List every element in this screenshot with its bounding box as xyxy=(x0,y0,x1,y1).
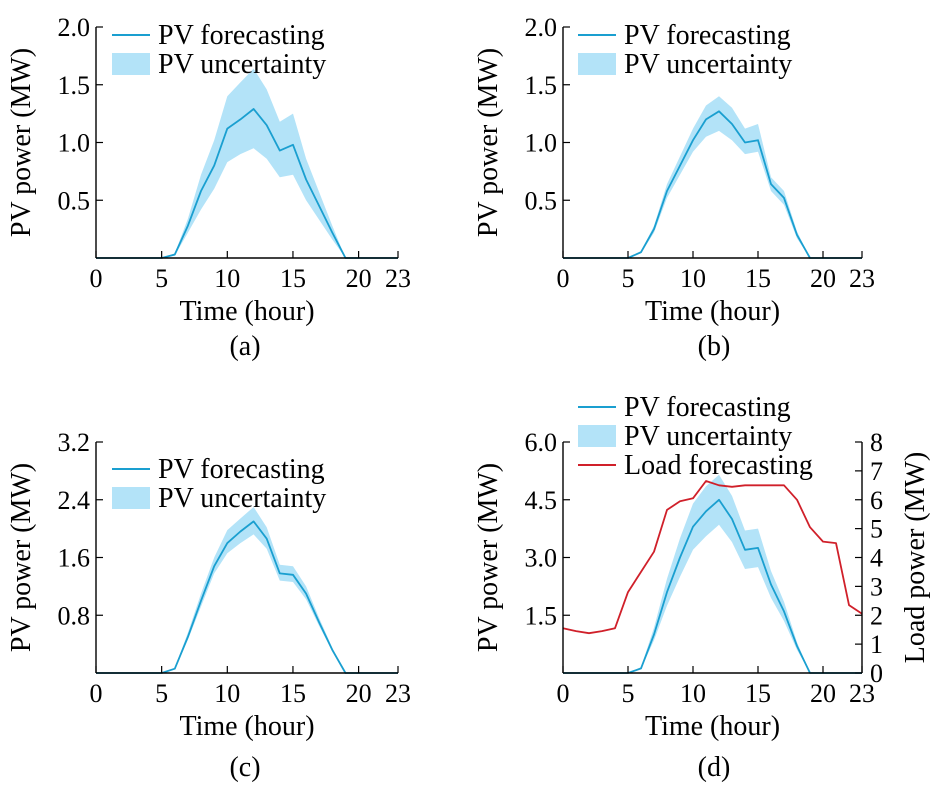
y-tick-label: 3.2 xyxy=(58,428,91,457)
legend-swatch-band xyxy=(112,487,150,509)
legend-entry: Load forecasting xyxy=(624,450,813,481)
y-axis-title: PV power (MW) xyxy=(6,48,37,237)
y2-tick-label: 1 xyxy=(870,630,883,659)
panel-b: 0 5 10 15 20 23 0.5 1.0 1.5 2.0 Time (hour) PV powe… xyxy=(473,13,875,362)
load-forecast-line xyxy=(562,480,863,635)
y-tick-label: 3.0 xyxy=(525,544,558,573)
x-tick-label: 10 xyxy=(680,679,706,708)
legend-entry: PV forecasting xyxy=(624,20,791,51)
y-tick-label: 2.0 xyxy=(525,13,558,42)
y2-tick-label: 3 xyxy=(870,572,883,601)
legend-swatch-band xyxy=(578,53,616,75)
legend-entry: PV forecasting xyxy=(158,20,325,51)
y-tick-label: 4.5 xyxy=(525,486,558,515)
uncertainty-band xyxy=(96,68,398,258)
x-tick-label: 20 xyxy=(810,264,836,293)
x-tick-label: 5 xyxy=(622,679,635,708)
panel-label: (c) xyxy=(229,752,260,783)
x-tick-label: 20 xyxy=(810,679,836,708)
x-tick-label: 0 xyxy=(90,679,103,708)
y-tick-label: 2.4 xyxy=(58,486,91,515)
x-tick-label: 5 xyxy=(155,264,168,293)
y2-tick-label: 2 xyxy=(870,601,883,630)
panel-label: (a) xyxy=(229,331,260,362)
x-axis-title: Time (hour) xyxy=(645,296,780,327)
panel-label: (b) xyxy=(698,331,731,362)
y-tick-label: 0.5 xyxy=(525,186,558,215)
x-tick-label: 15 xyxy=(280,264,306,293)
y-tick-label: 1.0 xyxy=(58,129,91,158)
y-axis-title: PV power (MW) xyxy=(473,48,504,237)
y-tick-label: 6.0 xyxy=(525,428,558,457)
x-tick-label: 0 xyxy=(557,679,570,708)
y2-tick-label: 5 xyxy=(870,515,883,544)
x-tick-label: 0 xyxy=(90,264,103,293)
pv-forecast-line xyxy=(96,520,398,674)
x-tick-label: 20 xyxy=(346,679,372,708)
legend-entry: PV uncertainty xyxy=(158,483,326,514)
y-tick-label: 0.5 xyxy=(58,186,91,215)
x-tick-label: 5 xyxy=(622,264,635,293)
legend-entry: PV forecasting xyxy=(624,392,791,423)
y-tick-label: 1.0 xyxy=(525,129,558,158)
x-tick-label: 23 xyxy=(385,679,411,708)
y-axis-title: PV power (MW) xyxy=(473,463,504,652)
x-tick-label: 20 xyxy=(346,264,372,293)
x-axis-title: Time (hour) xyxy=(179,296,314,327)
legend-entry: PV uncertainty xyxy=(624,49,792,80)
panel-c: 0 5 10 15 20 23 0.8 1.6 2.4 3.2 Time (hour) PV powe… xyxy=(6,428,411,783)
uncertainty-band xyxy=(96,507,398,673)
legend-entry: PV forecasting xyxy=(158,454,325,485)
legend-entry: PV uncertainty xyxy=(158,49,326,80)
x-tick-label: 23 xyxy=(849,679,875,708)
x-tick-label: 15 xyxy=(745,264,771,293)
panel-a: 0 5 10 15 20 23 0.5 1.0 1.5 2.0 Time (hour) PV powe… xyxy=(6,13,411,362)
x-axis-title: Time (hour) xyxy=(645,711,780,742)
x-tick-label: 15 xyxy=(745,679,771,708)
panel-label: (d) xyxy=(698,752,731,783)
y2-tick-label: 6 xyxy=(870,486,883,515)
y2-tick-label: 7 xyxy=(870,457,883,486)
y-tick-label: 1.5 xyxy=(525,601,558,630)
y2-tick-label: 4 xyxy=(870,544,883,573)
y-tick-label: 1.5 xyxy=(525,71,558,100)
uncertainty-band xyxy=(563,96,862,258)
x-tick-label: 0 xyxy=(557,264,570,293)
legend-swatch-band xyxy=(112,53,150,75)
y-tick-label: 2.0 xyxy=(58,13,91,42)
y-tick-label: 0.8 xyxy=(58,601,91,630)
y-tick-label: 1.6 xyxy=(58,544,91,573)
x-tick-label: 15 xyxy=(280,679,306,708)
x-axis-title: Time (hour) xyxy=(179,711,314,742)
y2-tick-label: 0 xyxy=(870,659,883,688)
y-tick-label: 1.5 xyxy=(58,71,91,100)
legend-swatch-band xyxy=(578,425,616,447)
x-tick-label: 10 xyxy=(680,264,706,293)
x-tick-label: 10 xyxy=(214,264,240,293)
y-axis-title: PV power (MW) xyxy=(6,463,37,652)
x-tick-label: 23 xyxy=(385,264,411,293)
y2-axis-title: Load power (MW) xyxy=(900,452,931,663)
x-tick-label: 5 xyxy=(155,679,168,708)
x-tick-label: 10 xyxy=(214,679,240,708)
x-tick-label: 23 xyxy=(849,264,875,293)
uncertainty-band xyxy=(563,474,862,673)
y2-tick-label: 8 xyxy=(870,428,883,457)
legend-entry: PV uncertainty xyxy=(624,421,792,452)
